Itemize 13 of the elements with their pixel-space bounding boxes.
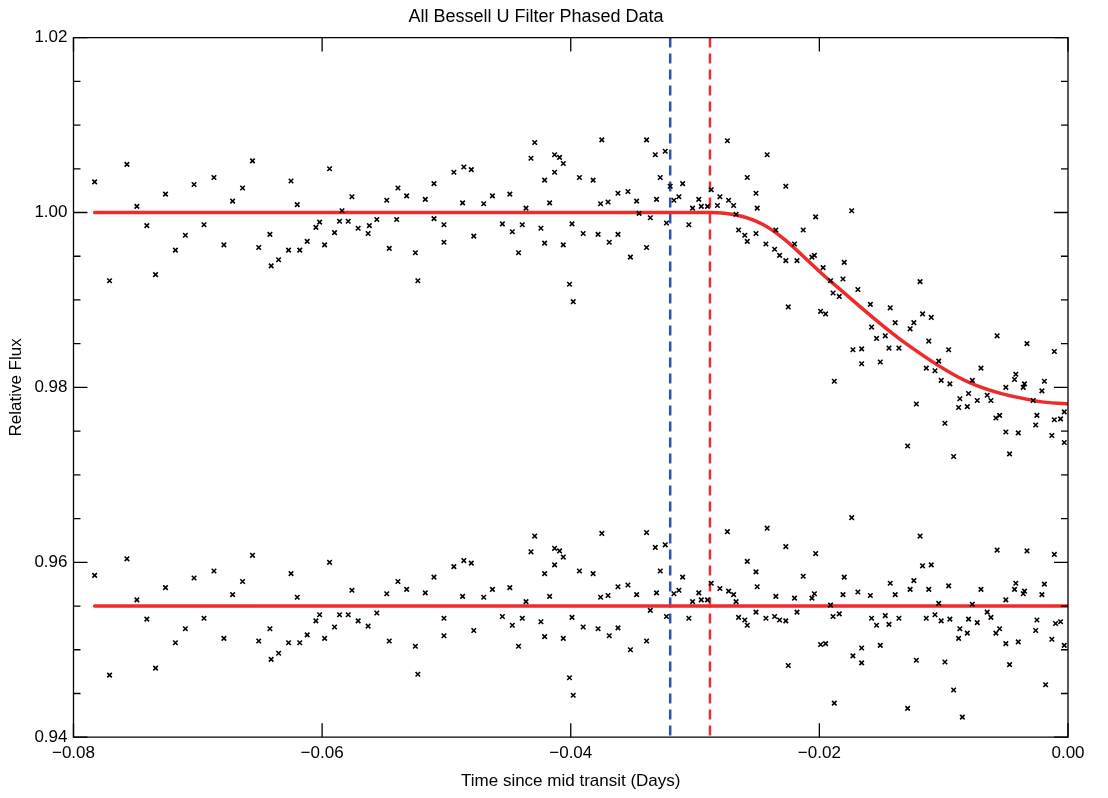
y-tick-label: 1.00 xyxy=(34,202,68,222)
x-tick-label: −0.04 xyxy=(549,743,593,763)
x-tick-label: −0.02 xyxy=(797,743,841,763)
y-tick-label: 0.96 xyxy=(34,551,68,571)
x-tick-label: −0.06 xyxy=(300,743,344,763)
x-tick-label: −0.08 xyxy=(51,743,95,763)
y-axis-title: Relative Flux xyxy=(5,337,25,437)
x-tick-label: 0.00 xyxy=(1051,743,1085,763)
y-tick-label: 0.94 xyxy=(34,726,68,746)
x-axis-title: Time since mid transit (Days) xyxy=(461,771,681,791)
y-tick-label: 1.02 xyxy=(34,27,68,47)
y-tick-label: 0.98 xyxy=(34,377,68,397)
chart-title: All Bessell U Filter Phased Data xyxy=(408,5,665,26)
